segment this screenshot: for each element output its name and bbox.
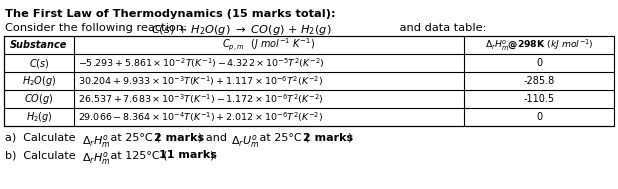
Text: a)  Calculate: a) Calculate — [5, 133, 79, 143]
Text: ) and: ) and — [198, 133, 231, 143]
Text: 11 marks: 11 marks — [159, 150, 217, 160]
Text: $\Delta_r H_m^o$: $\Delta_r H_m^o$ — [82, 133, 111, 150]
Text: 2 marks: 2 marks — [154, 133, 204, 143]
Text: at 25°C (: at 25°C ( — [107, 133, 161, 143]
Text: $\Delta_r H_m^o$@298K $(kJ\ mol^{-1})$: $\Delta_r H_m^o$@298K $(kJ\ mol^{-1})$ — [485, 38, 593, 52]
Text: b)  Calculate: b) Calculate — [5, 150, 79, 160]
Text: The First Law of Thermodynamics (15 marks total):: The First Law of Thermodynamics (15 mark… — [5, 9, 336, 19]
Text: 0: 0 — [536, 58, 542, 68]
Text: Substance: Substance — [11, 40, 68, 50]
Text: ): ) — [347, 133, 352, 143]
Text: -110.5: -110.5 — [523, 94, 554, 104]
Text: $\Delta_r H_m^o$: $\Delta_r H_m^o$ — [82, 150, 111, 167]
Bar — [4, 36, 614, 126]
Text: Consider the following reaction:: Consider the following reaction: — [5, 23, 190, 33]
Text: $30.204 + 9.933 \times 10^{-3}T(K^{-1}) + 1.117 \times 10^{-6}T^2(K^{-2})$: $30.204 + 9.933 \times 10^{-3}T(K^{-1}) … — [78, 74, 323, 88]
Text: ).: ). — [209, 150, 217, 160]
Text: 2 marks: 2 marks — [303, 133, 353, 143]
Text: $26.537 + 7.683 \times 10^{-3}T(K^{-1}) - 1.172 \times 10^{-6}T^2(K^{-2})$: $26.537 + 7.683 \times 10^{-3}T(K^{-1}) … — [78, 92, 323, 106]
Text: $H_2O(g)$: $H_2O(g)$ — [22, 74, 56, 88]
Text: $CO(g)$: $CO(g)$ — [24, 92, 54, 106]
Text: at 25°C (: at 25°C ( — [256, 133, 310, 143]
Text: $-5.293 + 5.861 \times 10^{-2}T(K^{-1}) - 4.322 \times 10^{-5}T^2(K^{-2})$: $-5.293 + 5.861 \times 10^{-2}T(K^{-1}) … — [78, 56, 324, 70]
Text: $C(s)$: $C(s)$ — [28, 57, 49, 70]
Text: at 125°C (: at 125°C ( — [107, 150, 167, 160]
Text: $H_2(g)$: $H_2(g)$ — [25, 110, 53, 124]
Text: $\it{C(s)}$ $+$ $\it{H_2O(g)}$ $\rightarrow$ $\it{CO(g)}$ $+$ $\it{H_2(g)}$: $\it{C(s)}$ $+$ $\it{H_2O(g)}$ $\rightar… — [151, 23, 331, 37]
Text: and data table:: and data table: — [396, 23, 486, 33]
Text: $C_{p,m}$  $(J\ mol^{-1}\ K^{-1})$: $C_{p,m}$ $(J\ mol^{-1}\ K^{-1})$ — [222, 37, 316, 53]
Text: $29.066 - 8.364 \times 10^{-4}T(K^{-1}) + 2.012 \times 10^{-6}T^2(K^{-2})$: $29.066 - 8.364 \times 10^{-4}T(K^{-1}) … — [78, 110, 323, 124]
Text: 0: 0 — [536, 112, 542, 122]
Text: $\Delta_r U_m^o$: $\Delta_r U_m^o$ — [231, 133, 260, 150]
Text: -285.8: -285.8 — [523, 76, 554, 86]
